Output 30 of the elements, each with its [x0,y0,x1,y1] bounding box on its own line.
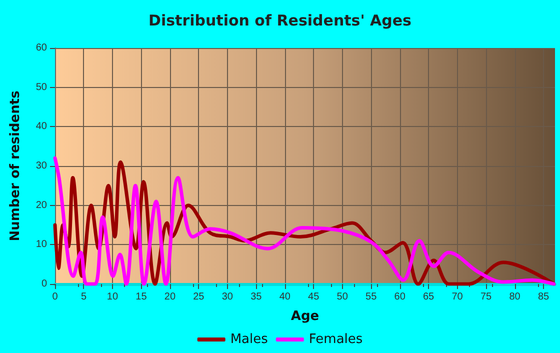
x-tick-label: 35 [250,292,262,302]
x-axis-title: Age [290,309,320,324]
x-tick-label: 55 [366,292,378,302]
y-tick-label: 0 [41,278,48,290]
y-axis-title: Number of residents [8,90,23,242]
y-tick-label: 20 [36,200,48,211]
x-tick-label: 40 [279,292,291,302]
y-tick-label: 30 [36,160,48,172]
chart-title: Distribution of Residents' Ages [148,12,412,30]
legend-label: Females [308,332,363,347]
x-tick-label: 70 [452,292,464,302]
x-tick-label: 65 [423,292,435,302]
x-tick-label: 75 [480,292,492,302]
y-tick-label: 40 [36,121,48,132]
x-tick-label: 30 [222,292,234,302]
x-tick-label: 15 [136,292,148,302]
x-tick-label: 5 [80,292,87,302]
y-tick-label: 60 [36,42,48,54]
x-tick-label: 60 [394,292,406,302]
x-tick-label: 10 [106,292,118,302]
y-tick-label: 50 [36,82,48,93]
x-tick-label: 50 [336,292,348,302]
x-tick-label: 0 [52,292,58,302]
x-tick-label: 20 [164,292,176,302]
legend-label: Males [230,332,268,347]
x-tick-label: 45 [308,292,320,302]
x-tick-label: 25 [193,292,205,302]
x-tick-label: 85 [538,292,550,302]
x-tick-label: 80 [509,292,521,302]
y-tick-label: 10 [36,239,48,250]
